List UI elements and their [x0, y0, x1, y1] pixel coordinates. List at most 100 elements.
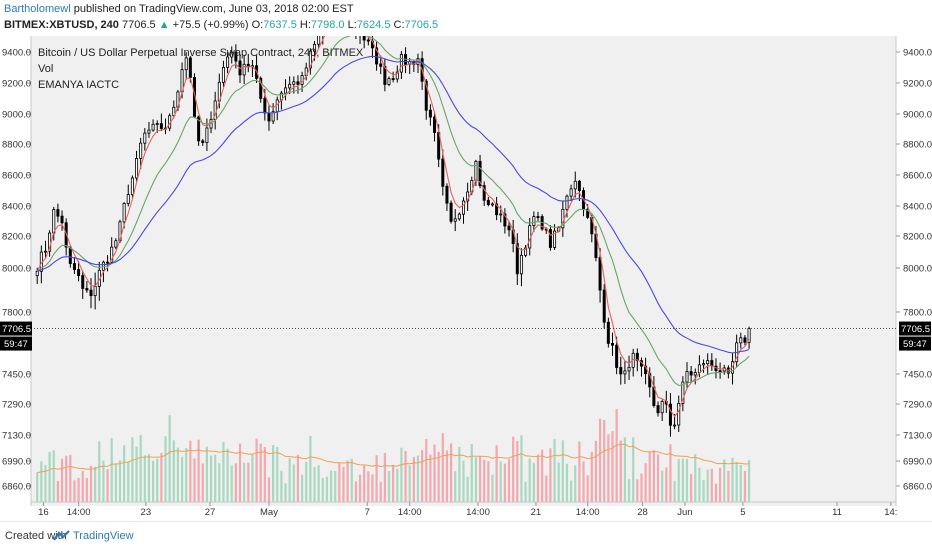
volume-bar	[106, 469, 109, 502]
candle-body	[234, 51, 238, 62]
volume-bar	[478, 455, 482, 502]
volume-bar	[627, 479, 631, 502]
volume-bar	[375, 455, 378, 502]
volume-bar	[574, 465, 577, 502]
x-tick-label: 14:00	[398, 507, 422, 518]
candle-body	[635, 352, 639, 362]
candle-body	[288, 83, 292, 89]
candle-body	[226, 56, 230, 68]
volume-bar	[656, 454, 660, 502]
volume-bar	[56, 481, 60, 502]
y-tick-label-right: 7800.0	[903, 308, 932, 319]
y-tick-label-left: 7130.0	[2, 431, 31, 442]
x-tick-label: 5	[740, 507, 745, 518]
y-tick-label-left: 9400.0	[2, 48, 31, 59]
candle-body	[362, 36, 366, 41]
chart-title: Bitcoin / US Dollar Perpetual Inverse Sw…	[38, 47, 364, 59]
volume-bar	[321, 478, 324, 502]
candle-body	[433, 116, 437, 133]
candle-body	[565, 195, 569, 210]
ohlc-bar: BITMEX:XBTUSD, 240 7706.5 ▲ +75.5 (+0.99…	[4, 19, 438, 35]
candle-body	[495, 203, 499, 216]
tradingview-logo-icon[interactable]	[53, 529, 71, 543]
y-tick-label-left: 6990.0	[2, 457, 31, 468]
candle-body	[586, 208, 590, 218]
volume-bar	[164, 436, 167, 502]
x-tick-label: 7	[365, 507, 370, 518]
candle-body	[205, 127, 209, 143]
y-tick-label-right: 8200.0	[903, 232, 932, 243]
volume-bar	[669, 444, 672, 502]
candle-body	[710, 360, 714, 367]
close-label: C:	[393, 19, 405, 31]
candle-body	[656, 405, 660, 414]
volume-bar	[358, 474, 362, 502]
candle-body	[89, 289, 93, 297]
candle-body	[445, 185, 449, 204]
volume-bar	[205, 446, 208, 502]
volume-bar	[371, 474, 374, 502]
tradingview-link[interactable]: TradingView	[73, 530, 134, 542]
volume-bar	[309, 435, 312, 502]
volume-bar	[553, 438, 556, 502]
volume-bar	[222, 441, 225, 502]
volume-bar	[632, 437, 635, 502]
volume-bar	[445, 450, 449, 502]
volume-bar	[714, 483, 718, 502]
volume-bar	[404, 451, 407, 502]
volume-bar	[325, 476, 329, 502]
candle-body	[743, 337, 747, 343]
volume-bar	[226, 448, 229, 502]
volume-bar	[131, 437, 134, 502]
candle-body	[201, 140, 205, 143]
volume-bar	[168, 415, 171, 502]
volume-bar	[350, 458, 353, 502]
candle-body	[577, 180, 581, 191]
candle-body	[747, 328, 751, 343]
candle-body	[428, 109, 432, 118]
volume-bar	[263, 446, 266, 502]
candle-body	[106, 261, 110, 264]
y-tick-label-left: 8600.0	[2, 171, 31, 182]
volume-bar	[147, 454, 151, 502]
volume-bar	[346, 460, 349, 502]
candle-body	[739, 337, 743, 344]
x-tick-label: 14:00	[576, 507, 600, 518]
candle-body	[93, 286, 97, 297]
candle-body	[399, 53, 403, 73]
volume-bar	[127, 461, 130, 502]
volume-bar	[338, 462, 341, 502]
author-link[interactable]: Bartholomewl	[4, 3, 71, 15]
candle-body	[457, 213, 461, 220]
volume-bar	[644, 463, 647, 502]
candle-body	[35, 270, 39, 277]
price-chart[interactable]: 9400.0 9400.0 9200.0 9200.0 9000.0 9000.0 8800…	[0, 36, 932, 520]
candle-body	[72, 263, 76, 270]
candle-body	[536, 216, 540, 218]
volume-bar	[466, 476, 469, 502]
candle-body	[147, 129, 151, 134]
volume-bar	[594, 440, 598, 502]
countdown-tag-right	[899, 336, 931, 351]
candle-body	[56, 209, 60, 217]
x-tick-label: 28	[637, 507, 648, 518]
candle-body	[271, 111, 275, 122]
candle-body	[478, 160, 482, 187]
volume-bar	[673, 480, 676, 502]
volume-bar	[172, 440, 175, 502]
candle-body	[172, 106, 176, 117]
candle-body	[60, 215, 64, 224]
candle-body	[317, 36, 321, 45]
volume-bar	[685, 458, 689, 502]
candle-body	[606, 321, 610, 344]
volume-bar	[180, 456, 184, 502]
volume-bar	[60, 458, 64, 502]
volume-bar	[458, 446, 461, 502]
volume-bar	[487, 461, 490, 502]
candle-body	[681, 381, 685, 404]
volume-bar	[317, 465, 320, 502]
volume-bar	[189, 440, 192, 502]
candle-body	[615, 344, 619, 368]
volume-bar	[135, 446, 138, 502]
candle-body	[573, 180, 577, 190]
